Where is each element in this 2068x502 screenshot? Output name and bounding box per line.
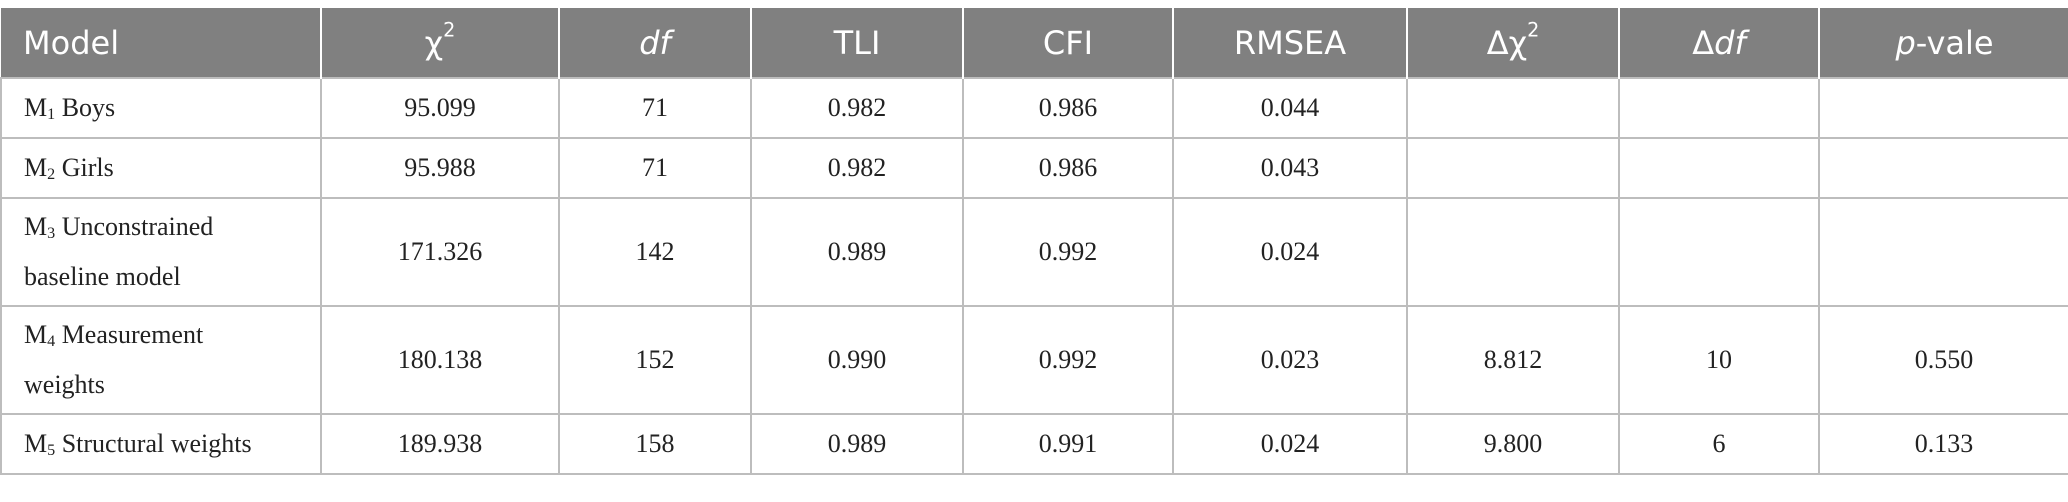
model-subscript: 3 [47, 225, 56, 243]
header-row: Model χ2 df TLI CFI RMSEA Δχ2 Δdf p-vale [1, 8, 2068, 78]
table-row: M4 Measurement weights 180.138 152 0.990 … [0, 305, 2068, 415]
model-fit-table: Model χ2 df TLI CFI RMSEA Δχ2 Δdf p-vale… [0, 8, 2068, 475]
header-p-value: p-vale [1818, 8, 2068, 78]
df-cell: 158 [558, 413, 752, 475]
cfi-cell: 0.986 [962, 137, 1174, 199]
tli-cell: 0.982 [750, 137, 964, 199]
header-chi-square: χ2 [320, 8, 559, 78]
chi2-cell: 171.326 [320, 197, 560, 307]
table-row: M2 Girls 95.988 71 0.982 0.986 0.043 [0, 137, 2068, 199]
delta-df-cell [1618, 77, 1820, 139]
chi2-cell: 180.138 [320, 305, 560, 415]
model-cell: M2 Girls [0, 137, 322, 199]
df-cell: 142 [558, 197, 752, 307]
model-cell: M4 Measurement weights [0, 305, 322, 415]
p-value-cell: 0.133 [1818, 413, 2068, 475]
p-italic: p [1895, 23, 1916, 62]
p-value-cell [1818, 197, 2068, 307]
delta-chi2-cell [1406, 77, 1620, 139]
model-name: Measurement [61, 320, 204, 349]
rmsea-cell: 0.024 [1172, 413, 1408, 475]
cfi-cell: 0.992 [962, 305, 1174, 415]
delta-df-cell [1618, 197, 1820, 307]
model-letter: M [24, 153, 48, 182]
table-header: Model χ2 df TLI CFI RMSEA Δχ2 Δdf p-vale [1, 8, 2068, 78]
delta-df-cell: 10 [1618, 305, 1820, 415]
chi2-cell: 95.099 [320, 77, 560, 139]
df-cell: 152 [558, 305, 752, 415]
delta-chi2-cell: 8.812 [1406, 305, 1620, 415]
header-model: Model [1, 8, 321, 78]
header-df: df [558, 8, 751, 78]
delta-chi-power: 2 [1527, 18, 1540, 42]
delta-df-label: df [1714, 23, 1746, 62]
header-cfi: CFI [962, 8, 1173, 78]
model-name: Girls [61, 153, 114, 182]
model-cell: M1 Boys [0, 77, 322, 139]
model-letter: M [24, 212, 48, 241]
model-letter: M [24, 429, 48, 458]
p-value-cell [1818, 77, 2068, 139]
delta-df-cell [1618, 137, 1820, 199]
delta-chi2-cell: 9.800 [1406, 413, 1620, 475]
model-subscript: 4 [47, 333, 56, 351]
model-name: Unconstrained [61, 212, 214, 241]
model-subscript: 2 [47, 166, 56, 184]
delta-chi-symbol: χ [1508, 23, 1528, 62]
df-label: df [639, 23, 671, 62]
df-cell: 71 [558, 77, 752, 139]
model-subscript: 1 [47, 106, 56, 124]
chi-power: 2 [443, 18, 456, 42]
model-fit-table-container: Model χ2 df TLI CFI RMSEA Δχ2 Δdf p-vale… [0, 8, 2068, 475]
model-name: Boys [61, 93, 116, 122]
cfi-cell: 0.991 [962, 413, 1174, 475]
delta-df-cell: 6 [1618, 413, 1820, 475]
p-value-cell: 0.550 [1818, 305, 2068, 415]
model-cell: M5 Structural weights [0, 413, 322, 475]
cfi-cell: 0.992 [962, 197, 1174, 307]
header-rmsea: RMSEA [1172, 8, 1407, 78]
p-value-cell [1818, 137, 2068, 199]
model-name-line2: baseline model [24, 262, 181, 291]
rmsea-cell: 0.044 [1172, 77, 1408, 139]
table-row: M1 Boys 95.099 71 0.982 0.986 0.044 [0, 77, 2068, 139]
header-delta-chi-square: Δχ2 [1406, 8, 1619, 78]
table-row: M3 Unconstrained baseline model 171.326 1… [0, 197, 2068, 307]
tli-cell: 0.989 [750, 413, 964, 475]
tli-cell: 0.989 [750, 197, 964, 307]
header-tli: TLI [750, 8, 963, 78]
model-name: Structural weights [61, 429, 252, 458]
delta-symbol: Δ [1486, 23, 1509, 62]
delta-df-symbol: Δ [1692, 23, 1715, 62]
chi2-cell: 95.988 [320, 137, 560, 199]
tli-cell: 0.990 [750, 305, 964, 415]
model-letter: M [24, 93, 48, 122]
table-row: M5 Structural weights 189.938 158 0.989 … [0, 413, 2068, 475]
rmsea-cell: 0.043 [1172, 137, 1408, 199]
rmsea-cell: 0.023 [1172, 305, 1408, 415]
chi2-cell: 189.938 [320, 413, 560, 475]
delta-chi2-cell [1406, 137, 1620, 199]
delta-chi2-cell [1406, 197, 1620, 307]
header-delta-df: Δdf [1618, 8, 1819, 78]
p-rest: -vale [1915, 23, 1994, 62]
table-body: M1 Boys 95.099 71 0.982 0.986 0.044 M2 G… [0, 77, 2068, 475]
rmsea-cell: 0.024 [1172, 197, 1408, 307]
tli-cell: 0.982 [750, 77, 964, 139]
model-cell: M3 Unconstrained baseline model [0, 197, 322, 307]
chi-symbol: χ [424, 23, 444, 62]
model-subscript: 5 [47, 442, 56, 460]
model-name-line2: weights [24, 370, 105, 399]
df-cell: 71 [558, 137, 752, 199]
cfi-cell: 0.986 [962, 77, 1174, 139]
model-letter: M [24, 320, 48, 349]
